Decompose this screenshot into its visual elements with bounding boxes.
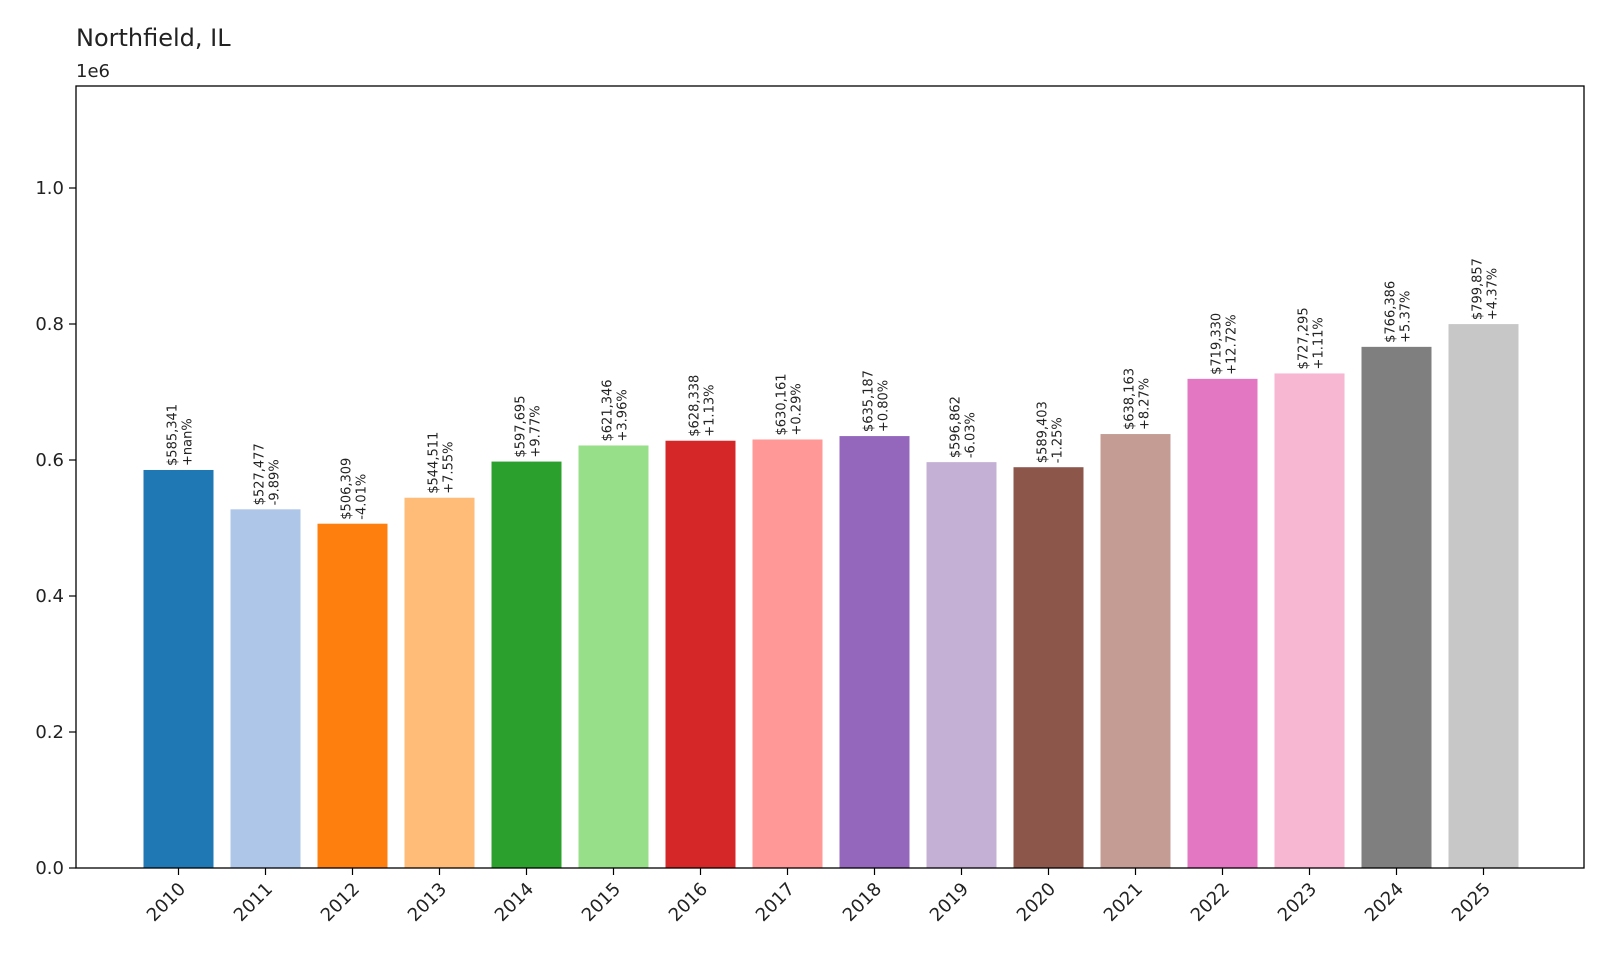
bar-price-label: $638,163 xyxy=(1123,368,1138,430)
x-tick-label: 2018 xyxy=(839,879,886,926)
bar-2023 xyxy=(1274,373,1345,868)
bar-change-label: +0.80% xyxy=(877,380,892,432)
y-axis-offset-label: 1e6 xyxy=(76,61,110,82)
x-tick-label: 2022 xyxy=(1187,879,1234,926)
bar-value-label: $628,338+1.13% xyxy=(688,375,718,437)
bar-value-label: $638,163+8.27% xyxy=(1123,368,1153,430)
y-tick-label: 1.0 xyxy=(35,178,64,199)
bar-value-label: $621,346+3.96% xyxy=(601,379,631,441)
bar-2010 xyxy=(143,469,214,868)
bar-value-label: $766,386+5.37% xyxy=(1384,281,1414,343)
x-tick-label: 2016 xyxy=(665,879,712,926)
bar-price-label: $585,341 xyxy=(166,404,181,466)
bar-change-label: -1.25% xyxy=(1051,417,1066,463)
x-tick-label: 2010 xyxy=(143,879,190,926)
x-tick-label: 2011 xyxy=(230,879,277,926)
bar-change-label: -6.03% xyxy=(964,412,979,458)
bars-group xyxy=(143,324,1519,868)
bar-change-label: +0.29% xyxy=(790,383,805,435)
bar-change-label: +1.13% xyxy=(703,385,718,437)
bar-value-label: $596,862-6.03% xyxy=(949,396,979,458)
bar-value-label: $630,161+0.29% xyxy=(775,373,805,435)
bar-2017 xyxy=(752,439,823,868)
bar-change-label: +4.37% xyxy=(1486,268,1501,320)
bar-change-label: +12.72% xyxy=(1225,314,1240,374)
chart-title: Northfield, IL xyxy=(76,24,231,52)
bar-value-label: $597,695+9.77% xyxy=(514,396,544,458)
bar-price-label: $727,295 xyxy=(1297,307,1312,369)
x-axis: 2010 2011 2012 2013 2014 2015 2016 2017 2018 2019… xyxy=(143,868,1495,926)
bar-2020 xyxy=(1013,467,1084,868)
bar-price-label: $506,309 xyxy=(340,458,355,520)
bar-value-label: $719,330+12.72% xyxy=(1210,313,1240,375)
bar-2024 xyxy=(1361,346,1432,868)
bar-2014 xyxy=(491,461,562,868)
bar-change-label: +8.27% xyxy=(1138,378,1153,430)
bar-price-label: $799,857 xyxy=(1471,258,1486,320)
bar-price-label: $621,346 xyxy=(601,379,616,441)
bar-2015 xyxy=(578,445,649,868)
x-tick-label: 2023 xyxy=(1274,879,1321,926)
bar-price-label: $635,187 xyxy=(862,370,877,432)
y-tick-label: 0.8 xyxy=(35,314,64,335)
plot-frame xyxy=(75,85,1585,869)
bar-2016 xyxy=(665,440,736,868)
bar-change-label: +9.77% xyxy=(529,405,544,457)
bar-labels-group: $585,341+nan% $527,477-9.89% $506,309-4.01… xyxy=(166,258,1501,520)
bar-change-label: +3.96% xyxy=(616,389,631,441)
bar-change-label: +nan% xyxy=(181,418,196,466)
y-tick-label: 0.0 xyxy=(35,858,64,879)
x-tick-label: 2015 xyxy=(578,879,625,926)
bar-price-label: $628,338 xyxy=(688,375,703,437)
y-tick-label: 0.6 xyxy=(35,450,64,471)
bar-value-label: $799,857+4.37% xyxy=(1471,258,1501,320)
bar-change-label: -9.89% xyxy=(268,459,283,505)
x-tick-label: 2020 xyxy=(1013,879,1060,926)
bar-price-label: $596,862 xyxy=(949,396,964,458)
bar-2022 xyxy=(1187,378,1258,868)
x-tick-label: 2012 xyxy=(317,879,364,926)
x-tick-label: 2021 xyxy=(1100,879,1147,926)
y-tick-label: 0.2 xyxy=(35,722,64,743)
bar-value-label: $727,295+1.11% xyxy=(1297,307,1327,369)
bar-change-label: +5.37% xyxy=(1399,291,1414,343)
bar-price-label: $597,695 xyxy=(514,396,529,458)
bar-2019 xyxy=(926,462,997,868)
bar-price-label: $527,477 xyxy=(253,443,268,505)
bar-2021 xyxy=(1100,434,1171,868)
bar-price-label: $719,330 xyxy=(1210,313,1225,375)
y-axis: 0.0 0.2 0.4 0.6 0.8 1.0 xyxy=(35,178,76,879)
bar-2012 xyxy=(317,523,388,868)
bar-price-label: $630,161 xyxy=(775,373,790,435)
bar-2018 xyxy=(839,436,910,868)
bar-price-label: $766,386 xyxy=(1384,281,1399,343)
bar-value-label: $585,341+nan% xyxy=(166,404,196,466)
x-tick-label: 2017 xyxy=(752,879,799,926)
bar-price-label: $589,403 xyxy=(1036,401,1051,463)
bar-value-label: $589,403-1.25% xyxy=(1036,401,1066,463)
y-tick-label: 0.4 xyxy=(35,586,64,607)
x-tick-label: 2025 xyxy=(1448,879,1495,926)
x-tick-label: 2024 xyxy=(1361,879,1408,926)
bar-change-label: +1.11% xyxy=(1312,317,1327,369)
bar-price-label: $544,511 xyxy=(427,432,442,494)
bar-change-label: -4.01% xyxy=(355,474,370,520)
bar-value-label: $527,477-9.89% xyxy=(253,443,283,505)
x-tick-label: 2019 xyxy=(926,879,973,926)
x-tick-label: 2013 xyxy=(404,879,451,926)
bar-2013 xyxy=(404,497,475,868)
bar-value-label: $635,187+0.80% xyxy=(862,370,892,432)
bar-value-label: $506,309-4.01% xyxy=(340,458,370,520)
bar-value-label: $544,511+7.55% xyxy=(427,432,457,494)
x-tick-label: 2014 xyxy=(491,879,538,926)
bar-2011 xyxy=(230,509,301,868)
bar-change-label: +7.55% xyxy=(442,442,457,494)
bar-2025 xyxy=(1448,324,1519,868)
